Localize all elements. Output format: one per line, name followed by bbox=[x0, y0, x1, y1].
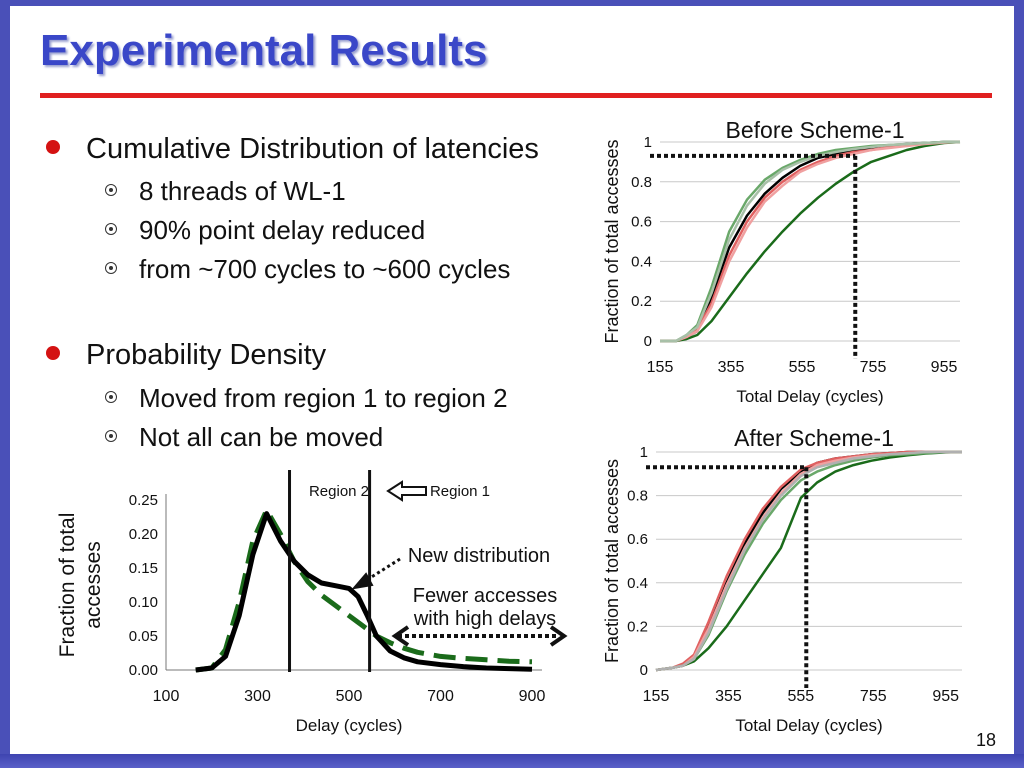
chart-after: 0 0.2 0.4 0.6 0.8 1 155 355 555 755 955 After Schem… bbox=[602, 425, 963, 735]
y-axis-label: Fraction of total accesses bbox=[602, 459, 622, 663]
sub-bullet: Moved from region 1 to region 2 bbox=[105, 383, 508, 414]
y-tick-label: 1 bbox=[644, 134, 652, 151]
x-axis-label: Total Delay (cycles) bbox=[735, 716, 882, 735]
bullet-text: Cumulative Distribution of latencies bbox=[86, 133, 539, 165]
x-tick-label: 555 bbox=[789, 359, 816, 376]
y-tick-label: 0.05 bbox=[129, 628, 158, 645]
sub-bullet-icon bbox=[105, 184, 117, 197]
y-tick-label: 0.2 bbox=[631, 293, 652, 310]
bullet-text: Probability Density bbox=[86, 339, 327, 371]
y-tick-label: 0.10 bbox=[129, 594, 158, 611]
x-tick-label: 155 bbox=[647, 359, 674, 376]
y-tick-label: 0 bbox=[644, 333, 652, 350]
chart-before: 0 0.2 0.4 0.6 0.8 1 155 355 555 755 955 Before Sche… bbox=[602, 117, 961, 406]
y-tick-label: 0.2 bbox=[627, 618, 648, 635]
x-axis-label: Delay (cycles) bbox=[296, 716, 403, 735]
x-tick-label: 155 bbox=[643, 688, 670, 705]
x-tick-label: 100 bbox=[153, 688, 180, 705]
annotation-text: New distribution bbox=[408, 545, 550, 567]
y-axis-label: Fraction of total accesses bbox=[602, 139, 622, 343]
series-line-1 bbox=[195, 511, 533, 673]
left-arrow-icon bbox=[386, 480, 427, 502]
chart-title: Before Scheme-1 bbox=[726, 117, 905, 143]
y-tick-label: 0.4 bbox=[627, 575, 648, 592]
y-tick-label: 0.25 bbox=[129, 492, 158, 509]
y-tick-label: 0.00 bbox=[129, 662, 158, 679]
sub-bullet-text: 90% point delay reduced bbox=[139, 215, 426, 245]
y-tick-label: 0.8 bbox=[631, 174, 652, 191]
series-line-3 bbox=[660, 140, 961, 343]
region-label: Region 2 bbox=[309, 483, 369, 500]
page-number: 18 bbox=[976, 730, 997, 750]
sub-bullet: 8 threads of WL-1 bbox=[105, 176, 346, 207]
y-tick-label: 0.8 bbox=[627, 488, 648, 505]
sub-bullet: from ~700 cycles to ~600 cycles bbox=[105, 254, 510, 285]
sub-bullet: 90% point delay reduced bbox=[105, 215, 425, 246]
title-divider bbox=[40, 93, 992, 98]
bullet-dot-icon bbox=[46, 346, 60, 361]
chart-title: After Scheme-1 bbox=[734, 425, 894, 451]
bullet-density: Probability Density bbox=[46, 339, 326, 372]
sub-bullet-text: Moved from region 1 to region 2 bbox=[139, 383, 508, 413]
arrowhead-icon bbox=[351, 572, 374, 590]
annotation-text: Fewer accesses bbox=[413, 585, 558, 607]
y-tick-label: 0.4 bbox=[631, 253, 652, 270]
y-axis-label-line: Fraction of total bbox=[56, 513, 79, 658]
annotation-text: with high delays bbox=[413, 608, 556, 630]
series-line-5 bbox=[655, 450, 962, 672]
x-tick-label: 355 bbox=[718, 359, 745, 376]
y-axis-label-line: accesses bbox=[82, 541, 105, 629]
x-tick-label: 755 bbox=[860, 359, 887, 376]
series-line-0 bbox=[195, 507, 533, 673]
y-tick-label: 0.6 bbox=[631, 214, 652, 231]
sub-bullet-icon bbox=[105, 430, 117, 443]
bottom-band bbox=[0, 754, 1024, 768]
sub-bullet-text: 8 threads of WL-1 bbox=[139, 176, 346, 206]
y-tick-label: 0 bbox=[640, 662, 648, 679]
x-tick-label: 955 bbox=[932, 688, 959, 705]
x-tick-label: 755 bbox=[860, 688, 887, 705]
series-line-2 bbox=[655, 450, 962, 672]
x-tick-label: 900 bbox=[519, 688, 546, 705]
x-axis-label: Total Delay (cycles) bbox=[736, 387, 883, 406]
charts-canvas: 0 0.2 0.4 0.6 0.8 1 155 355 555 755 955 Before Sche… bbox=[56, 117, 963, 735]
y-tick-label: 0.15 bbox=[129, 560, 158, 577]
sub-bullet-icon bbox=[105, 223, 117, 236]
bullet-dot-icon bbox=[46, 140, 60, 155]
y-tick-label: 0.20 bbox=[129, 526, 158, 543]
y-axis-label: Fraction of total accesses bbox=[56, 513, 105, 658]
x-tick-label: 355 bbox=[715, 688, 742, 705]
region-label: Region 1 bbox=[430, 483, 490, 500]
x-tick-label: 300 bbox=[244, 688, 271, 705]
chart-density: 0.00 0.05 0.10 0.15 0.20 0.25 100 300 500 700 900 D… bbox=[56, 470, 568, 735]
sub-bullet: Not all can be moved bbox=[105, 422, 383, 453]
series-line-0 bbox=[660, 140, 961, 343]
x-tick-label: 955 bbox=[931, 359, 958, 376]
sub-bullet-icon bbox=[105, 391, 117, 404]
x-tick-label: 700 bbox=[427, 688, 454, 705]
bullet-cdf: Cumulative Distribution of latencies bbox=[46, 133, 539, 166]
x-tick-label: 555 bbox=[788, 688, 815, 705]
arrowhead-right-icon bbox=[549, 625, 568, 647]
y-tick-label: 1 bbox=[640, 444, 648, 461]
slide: Experimental Results Cumulative Distribu… bbox=[10, 6, 1014, 754]
sub-bullet-icon bbox=[105, 262, 117, 275]
sub-bullet-text: Not all can be moved bbox=[139, 422, 384, 452]
y-tick-label: 0.6 bbox=[627, 531, 648, 548]
arrowhead-left-icon bbox=[391, 625, 410, 647]
x-tick-label: 500 bbox=[336, 688, 363, 705]
series-line-5 bbox=[660, 140, 960, 343]
slide-title: Experimental Results bbox=[40, 26, 488, 75]
sub-bullet-text: from ~700 cycles to ~600 cycles bbox=[139, 254, 511, 284]
